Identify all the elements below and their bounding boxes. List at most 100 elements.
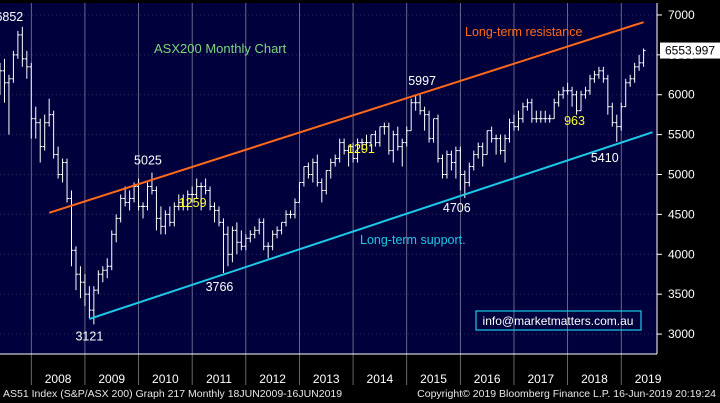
ohlc-bar (413, 94, 418, 111)
ohlc-bar (158, 206, 163, 235)
ohlc-bar (306, 162, 311, 179)
ohlc-bar (11, 50, 16, 83)
y-tick-label: 4000 (668, 247, 695, 261)
ohlc-bar (42, 114, 47, 151)
annotation-label: 4706 (443, 201, 471, 215)
ohlc-bar (422, 106, 427, 131)
ohlc-bar (498, 134, 503, 155)
ohlc-bar (190, 186, 195, 203)
ohlc-bar (297, 181, 302, 203)
ohlc-bar (257, 218, 262, 235)
ohlc-bar (623, 78, 628, 108)
ohlc-bar (485, 130, 490, 156)
watermark-email-link[interactable]: info@marketmatters.com.au (483, 314, 634, 328)
footer-bar: AS51 Index (S&P/ASX 200) Graph 217 Month… (0, 385, 720, 403)
x-tick-label: 2014 (367, 372, 394, 385)
ohlc-bar (386, 122, 391, 155)
ohlc-bar (292, 198, 297, 219)
x-tick-label: 2010 (152, 372, 179, 385)
x-tick-label: 2016 (474, 372, 501, 385)
ohlc-bar (489, 126, 494, 143)
ohlc-bar (87, 286, 92, 319)
x-tick-label: 2008 (45, 372, 72, 385)
ohlc-bar (583, 86, 588, 99)
ohlc-bar (243, 234, 248, 251)
ohlc-bar (346, 146, 351, 167)
ohlc-bar (382, 122, 387, 135)
ohlc-bar (453, 146, 458, 179)
ohlc-bar (364, 134, 369, 147)
ohlc-bar (221, 218, 226, 273)
ohlc-bar (24, 50, 29, 79)
ohlc-bar (561, 86, 566, 99)
ohlc-bar (38, 118, 43, 163)
annotation-label: 1259 (179, 196, 207, 210)
ohlc-bar (529, 98, 534, 123)
annotation-label: 3766 (206, 280, 234, 294)
ohlc-bar (476, 142, 481, 159)
ohlc-bar (203, 178, 208, 195)
watermark-frame (475, 310, 642, 331)
ohlc-bar (351, 142, 356, 163)
ohlc-bar (172, 202, 177, 227)
ohlc-bar (614, 114, 619, 142)
watermark-box[interactable]: info@marketmatters.com.au (475, 310, 642, 331)
ohlc-bar (538, 110, 543, 123)
ohlc-bar (301, 166, 306, 187)
ohlc-bar (641, 48, 646, 67)
ohlc-bar (440, 154, 445, 179)
ohlc-bar (520, 102, 525, 123)
ohlc-bar (610, 102, 615, 127)
y-tick-label: 5500 (668, 128, 695, 142)
gridlines (0, 3, 657, 385)
ohlc-bar (368, 134, 373, 147)
ohlc-bar (154, 186, 159, 231)
ohlc-bar (534, 110, 539, 123)
support-label: Long-term support. (360, 233, 466, 247)
ohlc-bar (56, 146, 61, 179)
ohlc-bar (310, 158, 315, 183)
ohlc-bar (118, 194, 123, 223)
ohlc-bar (239, 230, 244, 251)
ohlc-bar (163, 210, 168, 235)
annotation-label: 1291 (347, 142, 375, 156)
ohlc-bar (328, 158, 333, 179)
ohlc-bar (556, 90, 561, 107)
ohlc-bar (605, 74, 610, 115)
ohlc-bar (69, 190, 74, 267)
ohlc-bar (409, 98, 414, 132)
ohlc-bar (123, 186, 128, 207)
ohlc-bar (494, 134, 499, 155)
ohlc-bar (65, 158, 70, 203)
last-value-box (660, 42, 720, 59)
ohlc-bar (217, 206, 221, 227)
ohlc-bar (632, 62, 637, 83)
resistance-line (48, 21, 644, 214)
y-tick-label: 3500 (668, 287, 695, 301)
ohlc-bar (185, 190, 190, 211)
ohlc-bar (373, 130, 378, 147)
ohlc-bar (167, 206, 172, 227)
ohlc-bar (324, 170, 329, 195)
ohlc-bar (261, 218, 266, 251)
ohlc-bar (333, 154, 338, 167)
trendlines: Long-term resistance Long-term support. (48, 21, 653, 320)
ohlc-bar (503, 134, 508, 163)
ohlc-bar (114, 214, 119, 243)
ohlc-bar (637, 54, 642, 71)
ohlc-bar (552, 98, 557, 120)
axes: 3000350040004500500055006000650070002008… (0, 3, 720, 385)
ohlc-bar (395, 126, 400, 151)
last-value-label: 6553.997 (665, 44, 715, 58)
ohlc-bar (266, 242, 271, 259)
annotation-label: 5997 (408, 74, 436, 88)
ohlc-bar (619, 102, 624, 131)
ohlc-bar (96, 270, 101, 295)
ohlc-bar (342, 138, 347, 155)
annotations: 6852 3121 5025 1259 3766 5997 1291 4706 963 5410 (0, 10, 619, 344)
ohlc-bar (60, 158, 65, 183)
resistance-label: Long-term resistance (465, 25, 582, 39)
annotation-label: 5025 (134, 154, 162, 168)
ohlc-bar (248, 230, 253, 243)
ohlc-bar (127, 190, 132, 211)
